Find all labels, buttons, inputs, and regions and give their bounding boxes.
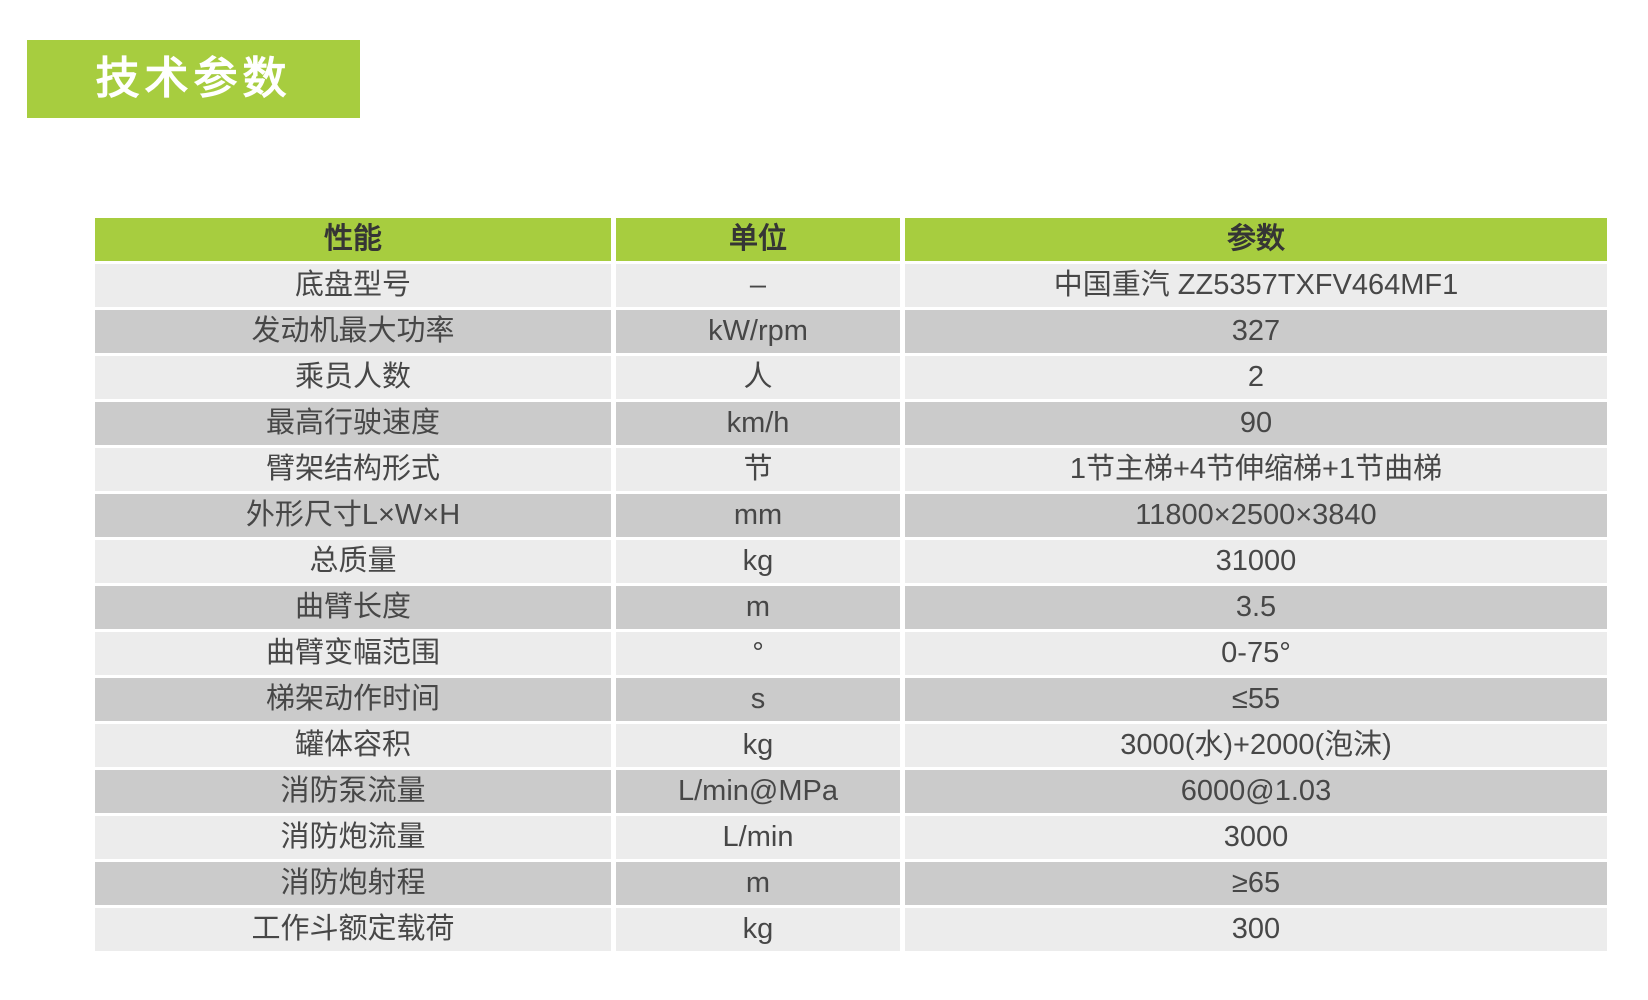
unit-cell: ° (616, 632, 905, 678)
unit-cell: 人 (616, 356, 905, 402)
table-row: 工作斗额定载荷 kg 300 (95, 908, 1607, 954)
performance-cell: 消防炮流量 (95, 816, 616, 862)
table-row: 梯架动作时间 s ≤55 (95, 678, 1607, 724)
col-header-parameter: 参数 (905, 218, 1607, 264)
parameter-cell: 中国重汽 ZZ5357TXFV464MF1 (905, 264, 1607, 310)
performance-cell: 发动机最大功率 (95, 310, 616, 356)
section-title-block: 技术参数 (27, 40, 360, 118)
parameter-cell: 1节主梯+4节伸缩梯+1节曲梯 (905, 448, 1607, 494)
table-row: 臂架结构形式节 1节主梯+4节伸缩梯+1节曲梯 (95, 448, 1607, 494)
performance-cell: 臂架结构形式 (95, 448, 616, 494)
parameter-cell: 6000@1.03 (905, 770, 1607, 816)
spec-table-body: 底盘型号 – 中国重汽 ZZ5357TXFV464MF1 发动机最大功率 kW/rpm 3… (95, 264, 1607, 954)
table-row: 罐体容积 kg 3000(水)+2000(泡沫) (95, 724, 1607, 770)
unit-cell: L/min (616, 816, 905, 862)
header-row: 性能 单位 参数 (95, 218, 1607, 264)
col-header-performance: 性能 (95, 218, 616, 264)
parameter-cell: ≥65 (905, 862, 1607, 908)
spec-table: 性能 单位 参数 底盘型号 – 中国重汽 ZZ5357TXFV464MF1 发动机最大… (95, 218, 1607, 954)
section-title: 技术参数 (95, 54, 292, 103)
table-row: 总质量 kg 31000 (95, 540, 1607, 586)
table-row: 曲臂变幅范围 ° 0-75° (95, 632, 1607, 678)
parameter-cell: 3.5 (905, 586, 1607, 632)
unit-cell: kg (616, 724, 905, 770)
performance-cell: 总质量 (95, 540, 616, 586)
table-row: 消防泵流量 L/min@MPa 6000@1.03 (95, 770, 1607, 816)
unit-cell: L/min@MPa (616, 770, 905, 816)
unit-cell: kW/rpm (616, 310, 905, 356)
unit-cell: s (616, 678, 905, 724)
parameter-cell: 2 (905, 356, 1607, 402)
spec-table-header: 性能 单位 参数 (95, 218, 1607, 264)
parameter-cell: 11800×2500×3840 (905, 494, 1607, 540)
table-row: 乘员人数人 2 (95, 356, 1607, 402)
performance-cell: 罐体容积 (95, 724, 616, 770)
unit-cell: – (616, 264, 905, 310)
unit-cell: m (616, 862, 905, 908)
performance-cell: 消防泵流量 (95, 770, 616, 816)
table-row: 底盘型号 – 中国重汽 ZZ5357TXFV464MF1 (95, 264, 1607, 310)
unit-cell: m (616, 586, 905, 632)
parameter-cell: 300 (905, 908, 1607, 954)
table-row: 曲臂长度 m 3.5 (95, 586, 1607, 632)
parameter-cell: 3000 (905, 816, 1607, 862)
table-row: 外形尺寸L×W×H mm 11800×2500×3840 (95, 494, 1607, 540)
unit-cell: 节 (616, 448, 905, 494)
unit-cell: mm (616, 494, 905, 540)
parameter-cell: ≤55 (905, 678, 1607, 724)
unit-cell: kg (616, 908, 905, 954)
performance-cell: 底盘型号 (95, 264, 616, 310)
parameter-cell: 327 (905, 310, 1607, 356)
performance-cell: 外形尺寸L×W×H (95, 494, 616, 540)
parameter-cell: 31000 (905, 540, 1607, 586)
unit-cell: kg (616, 540, 905, 586)
performance-cell: 曲臂长度 (95, 586, 616, 632)
table-row: 发动机最大功率 kW/rpm 327 (95, 310, 1607, 356)
performance-cell: 工作斗额定载荷 (95, 908, 616, 954)
parameter-cell: 90 (905, 402, 1607, 448)
performance-cell: 梯架动作时间 (95, 678, 616, 724)
table-row: 消防炮射程 m ≥65 (95, 862, 1607, 908)
unit-cell: km/h (616, 402, 905, 448)
table-row: 消防炮流量 L/min 3000 (95, 816, 1607, 862)
performance-cell: 曲臂变幅范围 (95, 632, 616, 678)
table-row: 最高行驶速度 km/h 90 (95, 402, 1607, 448)
performance-cell: 消防炮射程 (95, 862, 616, 908)
parameter-cell: 0-75° (905, 632, 1607, 678)
parameter-cell: 3000(水)+2000(泡沫) (905, 724, 1607, 770)
performance-cell: 乘员人数 (95, 356, 616, 402)
col-header-unit: 单位 (616, 218, 905, 264)
performance-cell: 最高行驶速度 (95, 402, 616, 448)
